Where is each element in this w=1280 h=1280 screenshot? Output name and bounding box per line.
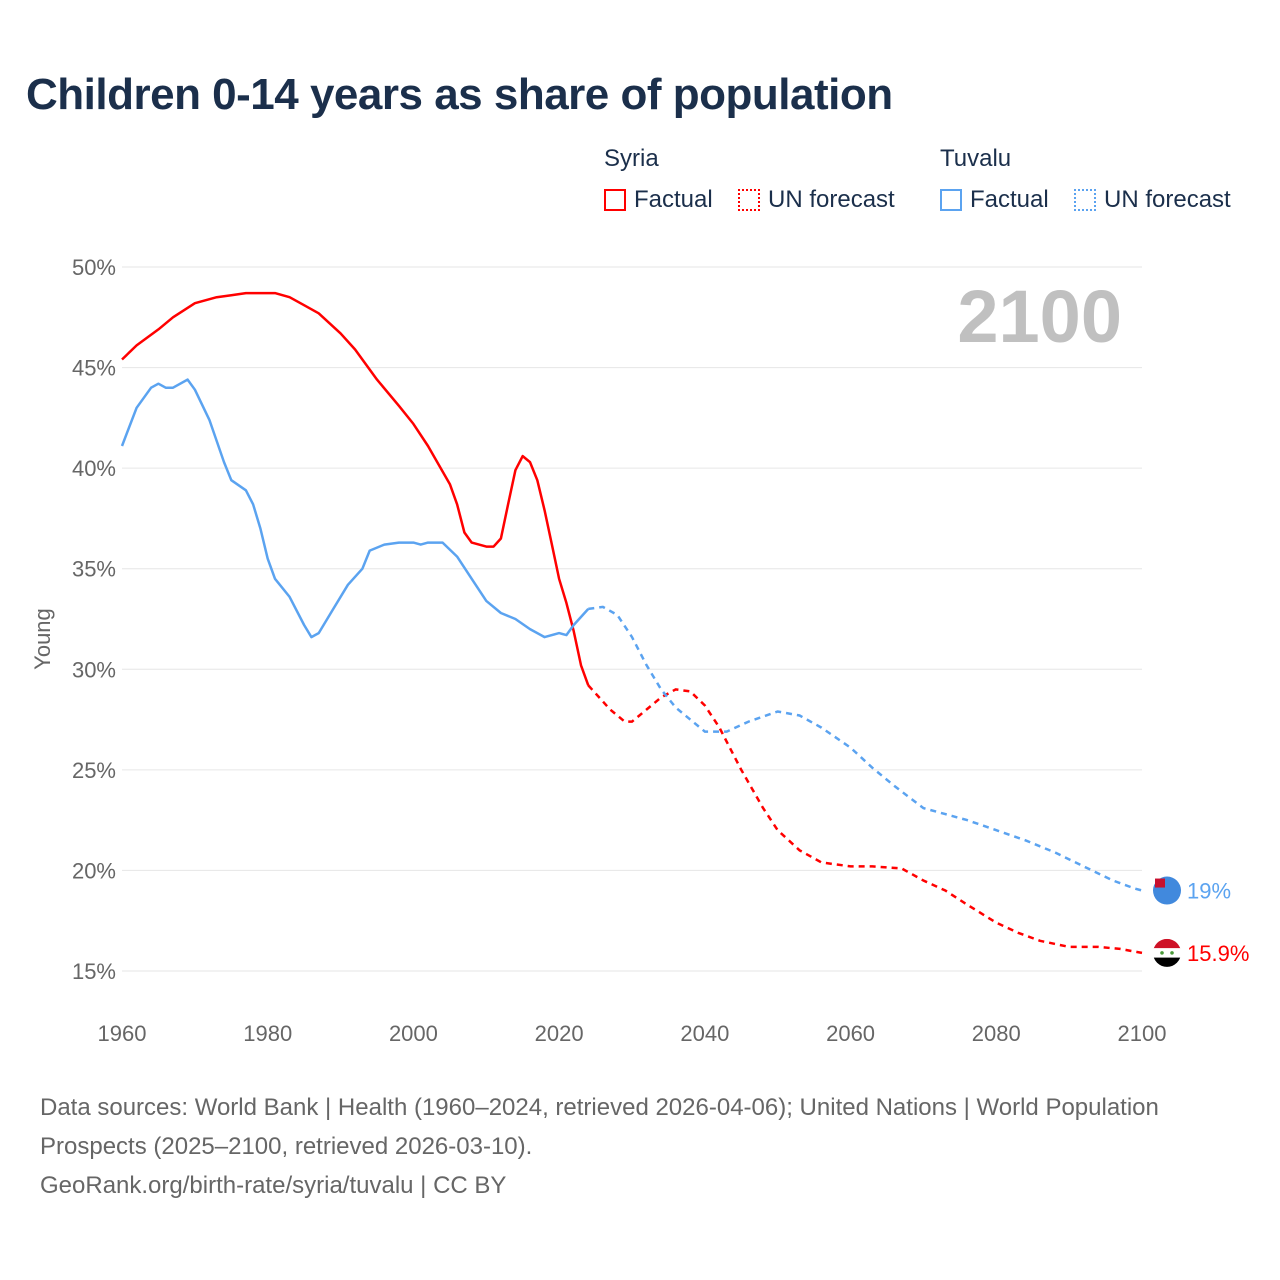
y-tick-label: 50%	[72, 255, 116, 280]
x-tick-label: 1980	[243, 1021, 292, 1046]
line-syria-factual	[121, 291, 590, 686]
legend-label: UN forecast	[768, 186, 895, 213]
legend-swatch-dotted	[1074, 189, 1096, 211]
syria-flag-icon	[1153, 938, 1181, 967]
x-tick-label: 2020	[535, 1021, 584, 1046]
year-overlay: 2100	[957, 275, 1122, 358]
y-tick-label: 35%	[72, 557, 116, 582]
y-tick-label: 15%	[72, 959, 116, 984]
end-label-tuvalu: 19%	[1187, 879, 1231, 904]
legend-label: Factual	[970, 186, 1049, 213]
y-tick-label: 30%	[72, 657, 116, 682]
y-tick-label: 40%	[72, 456, 116, 481]
x-tick-label: 2100	[1118, 1021, 1167, 1046]
legend-swatch-dotted	[738, 189, 760, 211]
x-tick-label: 1960	[98, 1021, 147, 1046]
line-syria-forecast	[587, 684, 1143, 955]
legend-tuvalu-title: Tuvalu	[940, 145, 1012, 172]
line-tuvalu-factual	[120, 378, 590, 639]
y-tick-label: 25%	[72, 758, 116, 783]
legend-label: UN forecast	[1104, 186, 1231, 213]
credit-link[interactable]: GeoRank.org/birth-rate/syria/tuvalu | CC…	[40, 1172, 507, 1199]
x-tick-label: 2000	[389, 1021, 438, 1046]
legend-tuvalu-forecast[interactable]: UN forecast	[1074, 186, 1231, 214]
legend-swatch-solid	[604, 189, 626, 211]
plot-area: 15% 20% 25% 30% 35% 40% 45% 50% 1960 1980 2000 2020…	[30, 255, 1249, 1046]
data-sources: Data sources: World Bank | Health (1960–…	[40, 1094, 1159, 1160]
y-tick-label: 20%	[72, 858, 116, 883]
legend-swatch-solid	[940, 189, 962, 211]
legend-label: Factual	[634, 186, 713, 213]
legend-tuvalu-factual[interactable]: Factual	[940, 186, 1049, 214]
y-axis-label: Young	[30, 608, 55, 670]
chart-title: Children 0-14 years as share of populati…	[26, 70, 893, 119]
y-tick-label: 45%	[72, 356, 116, 381]
footer: Data sources: World Bank | Health (1960–…	[40, 1088, 1190, 1205]
legend-syria-forecast[interactable]: UN forecast	[738, 186, 895, 214]
end-label-syria: 15.9%	[1187, 941, 1249, 966]
x-tick-label: 2060	[826, 1021, 875, 1046]
legend-syria-factual[interactable]: Factual	[604, 186, 713, 214]
legend-syria-title: Syria	[604, 145, 659, 172]
line-tuvalu-forecast	[588, 605, 1143, 892]
x-tick-label: 2080	[972, 1021, 1021, 1046]
tuvalu-flag-union-jack	[1155, 878, 1165, 888]
x-tick-label: 2040	[680, 1021, 729, 1046]
